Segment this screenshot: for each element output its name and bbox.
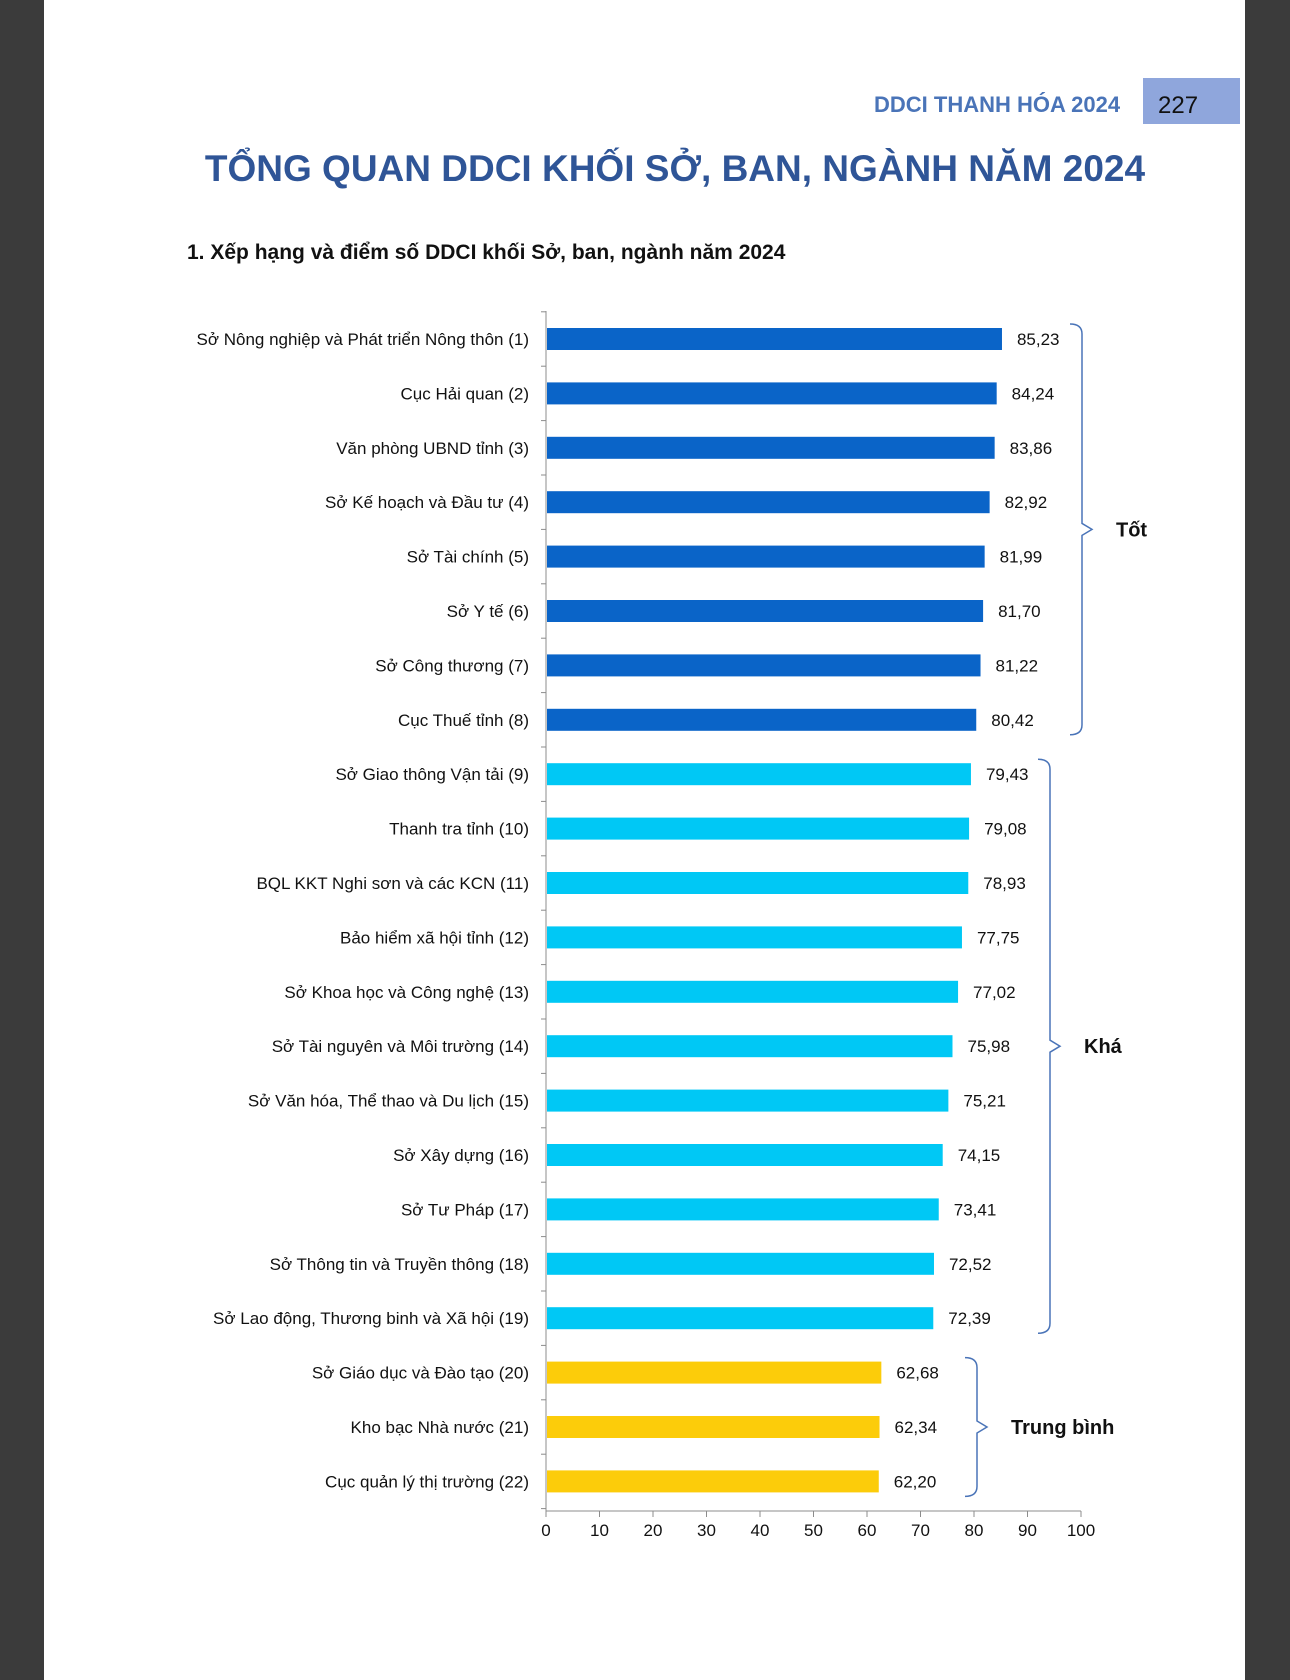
- x-tick-label: 100: [1067, 1521, 1095, 1540]
- value-label: 79,08: [984, 820, 1027, 839]
- value-label: 75,21: [963, 1092, 1006, 1111]
- category-label: Sở Lao động, Thương binh và Xã hội (19): [213, 1309, 529, 1328]
- category-label: Sở Công thương (7): [375, 656, 529, 675]
- bar: [547, 817, 970, 840]
- bar: [547, 1089, 949, 1112]
- category-label: Thanh tra tỉnh (10): [389, 820, 529, 839]
- bar: [547, 763, 971, 786]
- bar: [547, 436, 995, 459]
- value-label: 72,39: [948, 1309, 991, 1328]
- value-label: 79,43: [986, 765, 1029, 784]
- bar: [547, 545, 985, 568]
- x-tick-label: 70: [911, 1521, 930, 1540]
- value-label: 77,02: [973, 983, 1016, 1002]
- bar: [547, 1198, 939, 1221]
- value-label: 85,23: [1017, 330, 1060, 349]
- x-tick-label: 30: [697, 1521, 716, 1540]
- main-title: TỔNG QUAN DDCI KHỐI SỞ, BAN, NGÀNH NĂM 2…: [204, 148, 1146, 189]
- value-label: 81,70: [998, 602, 1041, 621]
- value-label: 80,42: [991, 711, 1034, 730]
- value-label: 62,20: [894, 1472, 937, 1491]
- category-label: Cục quản lý thị trường (22): [325, 1472, 529, 1491]
- category-label: Bảo hiểm xã hội tỉnh (12): [340, 928, 529, 947]
- group-label: Trung bình: [1011, 1417, 1114, 1439]
- bar: [547, 708, 977, 731]
- category-label: BQL KKT Nghi sơn và các KCN (11): [256, 874, 529, 893]
- value-label: 74,15: [958, 1146, 1001, 1165]
- category-label: Sở Tài chính (5): [407, 548, 529, 567]
- category-label: Sở Tài nguyên và Môi trường (14): [272, 1037, 529, 1056]
- value-label: 78,93: [983, 874, 1026, 893]
- group-bracket: [964, 1356, 989, 1498]
- section-title: 1. Xếp hạng và điểm số DDCI khối Sở, ban…: [187, 241, 786, 264]
- x-tick-label: 50: [804, 1521, 823, 1540]
- value-label: 62,68: [896, 1364, 939, 1383]
- bar: [547, 872, 969, 894]
- bar: [547, 654, 981, 677]
- group-label: Tốt: [1116, 519, 1147, 541]
- bar: [547, 1361, 882, 1384]
- value-label: 77,75: [977, 928, 1020, 947]
- bar: [547, 1035, 953, 1058]
- bar: [547, 491, 990, 514]
- category-label: Sở Giao thông Vận tải (9): [335, 765, 529, 784]
- category-label: Sở Nông nghiệp và Phát triển Nông thôn (…: [197, 330, 529, 349]
- category-label: Cục Thuế tỉnh (8): [398, 711, 529, 730]
- bar: [547, 600, 984, 622]
- bar: [547, 1307, 934, 1330]
- document-page: [44, 0, 1245, 1680]
- category-label: Sở Kế hoạch và Đầu tư (4): [325, 493, 529, 512]
- x-tick-label: 20: [644, 1521, 663, 1540]
- value-label: 81,99: [1000, 548, 1043, 567]
- bar: [547, 328, 1002, 350]
- category-label: Kho bạc Nhà nước (21): [351, 1418, 529, 1437]
- category-label: Sở Y tế (6): [447, 602, 529, 621]
- page-number-box: [1143, 78, 1240, 124]
- category-label: Cục Hải quan (2): [400, 384, 529, 403]
- category-label: Văn phòng UBND tỉnh (3): [336, 439, 529, 458]
- value-label: 75,98: [967, 1037, 1010, 1056]
- bar: [547, 1252, 934, 1275]
- value-label: 82,92: [1005, 493, 1048, 512]
- value-label: 84,24: [1012, 384, 1055, 403]
- category-label: Sở Khoa học và Công nghệ (13): [284, 983, 529, 1002]
- category-label: Sở Thông tin và Truyền thông (18): [270, 1255, 529, 1274]
- value-label: 62,34: [895, 1418, 938, 1437]
- value-label: 72,52: [949, 1255, 992, 1274]
- bar: [547, 382, 997, 405]
- group-bracket: [1037, 758, 1062, 1334]
- group-bracket: [1069, 323, 1094, 736]
- group-label: Khá: [1084, 1036, 1123, 1058]
- bar: [547, 1470, 879, 1493]
- value-label: 73,41: [954, 1200, 997, 1219]
- category-label: Sở Văn hóa, Thể thao và Du lịch (15): [248, 1092, 529, 1111]
- x-tick-label: 80: [965, 1521, 984, 1540]
- value-label: 81,22: [996, 656, 1039, 675]
- x-tick-label: 60: [858, 1521, 877, 1540]
- category-label: Sở Xây dựng (16): [393, 1146, 529, 1165]
- bar: [547, 926, 962, 949]
- bar: [547, 980, 959, 1003]
- bar: [547, 1416, 880, 1438]
- category-label: Sở Tư Pháp (17): [401, 1200, 529, 1219]
- category-label: Sở Giáo dục và Đào tạo (20): [312, 1364, 529, 1383]
- header-title: DDCI THANH HÓA 2024: [874, 92, 1121, 117]
- x-tick-label: 10: [590, 1521, 609, 1540]
- x-tick-label: 0: [541, 1521, 550, 1540]
- bar: [547, 1144, 943, 1166]
- x-tick-label: 40: [751, 1521, 770, 1540]
- page-number: 227: [1158, 92, 1199, 119]
- x-tick-label: 90: [1018, 1521, 1037, 1540]
- value-label: 83,86: [1010, 439, 1053, 458]
